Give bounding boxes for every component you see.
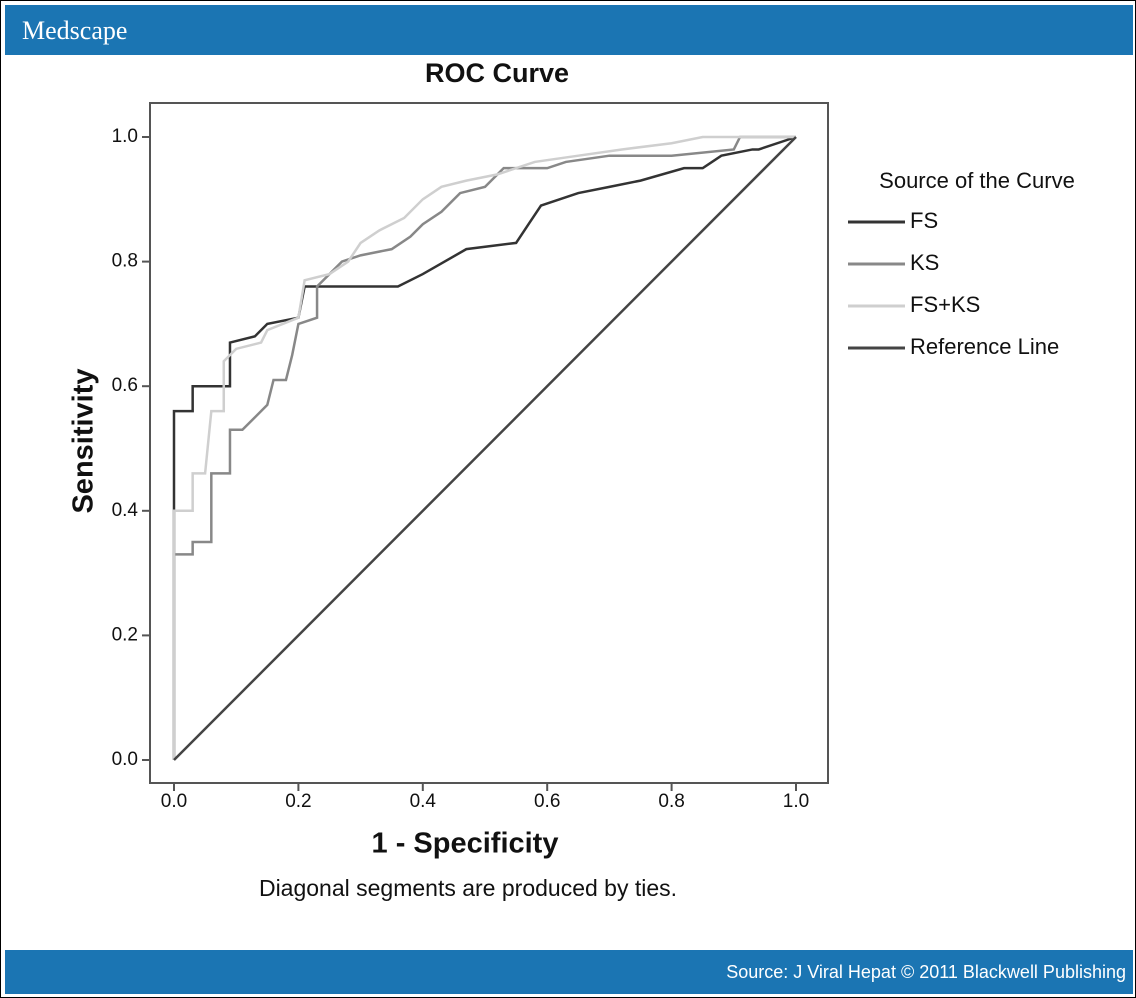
y-tick-label: 0.2: [112, 624, 138, 645]
brand: Medscape: [22, 16, 127, 45]
y-tick-label: 0.6: [112, 375, 138, 396]
y-tick-label: 0.0: [112, 749, 138, 770]
y-tick-label: 0.4: [112, 500, 139, 521]
x-tick-label: 0.8: [658, 791, 684, 812]
plot-frame: [149, 102, 829, 784]
x-tick-label: 0.6: [534, 791, 560, 812]
source: Source: J Viral Hepat © 2011 Blackwell P…: [726, 962, 1126, 982]
chart-title: ROC Curve: [425, 58, 569, 88]
roc-curve: [172, 135, 797, 760]
y-tick-label: 1.0: [112, 126, 138, 147]
x-tick-label: 0.4: [410, 791, 437, 812]
footer-bar: [5, 950, 1133, 994]
legend-label: Reference Line: [910, 334, 1059, 359]
x-tick-label: 1.0: [783, 791, 809, 812]
legend-label: KS: [910, 250, 939, 275]
y-axis-label: Sensitivity: [68, 368, 100, 513]
x-tick-label: 0.0: [161, 791, 187, 812]
x-tick-label: 0.2: [285, 791, 311, 812]
roc-curve: [172, 135, 796, 760]
annotation: Diagonal segments are produced by ties.: [259, 875, 677, 901]
header-bar: [5, 5, 1133, 55]
roc-curve: [172, 135, 796, 760]
x-axis-label: 1 - Specificity: [372, 828, 559, 860]
y-tick-label: 0.8: [112, 251, 138, 272]
legend-title: Source of the Curve: [879, 168, 1075, 193]
legend-label: FS: [910, 208, 938, 233]
legend-label: FS+KS: [910, 292, 980, 317]
roc-curve: [173, 136, 797, 761]
